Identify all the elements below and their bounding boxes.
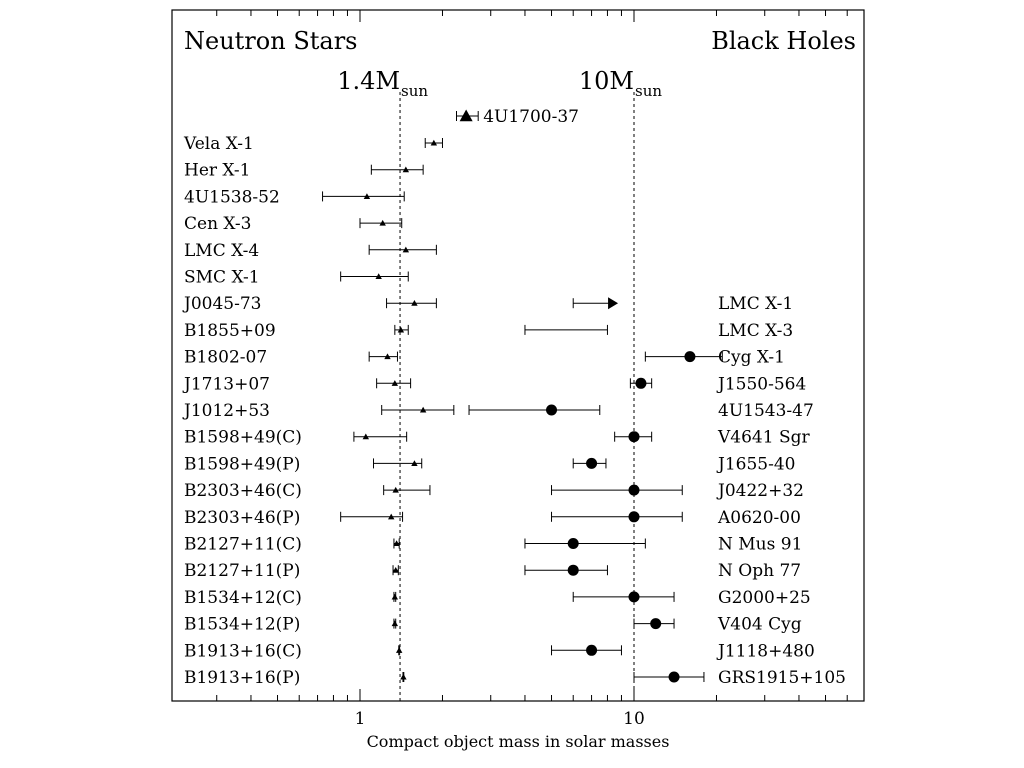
ns-16-label: B2127+11(P)	[184, 561, 300, 581]
bh-7-label: J0422+32	[716, 481, 804, 501]
bh-3-label: J1550-564	[716, 374, 806, 394]
bh-3-marker	[635, 377, 647, 389]
ns-8-label: B1802-07	[184, 348, 267, 368]
neutron-star-points: Vela X-1 Her X-1 4U1538-52 Cen X-3 LMC X-4 SM…	[182, 134, 455, 688]
x-axis-ticks: 1 10	[216, 10, 848, 729]
bh-0-label: LMC X-1	[718, 294, 793, 314]
bh-5-label: V4641 Sgr	[717, 428, 810, 448]
ns-13-label: B2303+46(C)	[184, 481, 302, 501]
ns-6-label: J0045-73	[182, 294, 261, 314]
ns-2-label: 4U1538-52	[184, 187, 280, 207]
ns-4-marker	[402, 246, 410, 253]
bh-6-marker	[586, 457, 598, 469]
ns-12-label: B1598+49(P)	[184, 454, 300, 474]
bh-1-label: LMC X-3	[718, 321, 793, 341]
bh-2-marker	[684, 351, 696, 363]
bh-12-marker	[650, 618, 662, 630]
ns-11-label: B1598+49(C)	[184, 428, 302, 448]
ns-19-label: B1913+16(C)	[184, 641, 302, 661]
ns-1-marker	[402, 166, 410, 173]
header-black-holes: Black Holes	[711, 27, 856, 55]
ns-0-marker	[430, 139, 438, 146]
bh-11-label: G2000+25	[718, 588, 811, 608]
ns-3-marker	[379, 219, 386, 226]
bh-8-marker	[628, 511, 640, 523]
black-hole-points: LMC X-1 LMC X-3 Cyg X-1 J1550-564 4U1543-47 V…	[468, 294, 846, 688]
bh-13-label: J1118+480	[716, 641, 815, 661]
ns-20-marker	[400, 673, 407, 680]
x-tick-label-0: 1	[355, 709, 366, 729]
reference-lines	[399, 92, 635, 701]
sp-0-label: 4U1700-37	[483, 107, 579, 127]
ns-12-marker	[411, 460, 418, 466]
ns-10-label: J1012+53	[182, 401, 270, 421]
bh-0-arrowhead	[608, 297, 619, 310]
ns-14-marker	[388, 513, 395, 520]
header-neutron-stars: Neutron Stars	[184, 27, 358, 55]
ns-15-marker	[393, 540, 400, 547]
ns-9-label: J1713+07	[182, 374, 270, 394]
ns-1-label: Her X-1	[184, 161, 250, 181]
ns-14-label: B2303+46(P)	[184, 508, 300, 528]
bh-8-label: A0620-00	[717, 508, 801, 528]
ns-7-marker	[397, 326, 405, 333]
bh-5-marker	[628, 431, 640, 443]
ns-11-marker	[362, 433, 370, 440]
ns-0-label: Vela X-1	[183, 134, 254, 154]
ns-17-label: B1534+12(C)	[184, 588, 302, 608]
bh-7-marker	[628, 484, 640, 496]
ns-5-marker	[375, 273, 382, 280]
sp-0-marker	[459, 109, 473, 122]
ref-line-label-10: 10M	[579, 67, 634, 95]
ns-3-label: Cen X-3	[184, 214, 251, 234]
ns-5-label: SMC X-1	[184, 268, 260, 288]
special-points: 4U1700-37	[455, 107, 579, 127]
ns-9-marker	[391, 380, 399, 386]
bh-9-marker	[567, 538, 579, 549]
x-tick-label-1: 10	[623, 709, 645, 729]
ns-19-marker	[395, 647, 403, 653]
bh-4-label: 4U1543-47	[718, 401, 814, 421]
bh-12-label: V404 Cyg	[717, 615, 802, 635]
ns-4-label: LMC X-4	[184, 241, 259, 261]
plot-frame	[171, 9, 865, 702]
ns-7-label: B1855+09	[184, 321, 276, 341]
ref-line-sub-1-4: sun	[401, 82, 428, 100]
ns-18-marker	[391, 620, 399, 627]
bh-6-label: J1655-40	[716, 454, 795, 474]
x-axis-label: Compact object mass in solar masses	[367, 732, 670, 751]
ref-line-sub-10: sun	[635, 82, 662, 100]
ns-6-marker	[411, 300, 418, 306]
ns-15-label: B2127+11(C)	[184, 535, 302, 555]
bh-11-marker	[628, 591, 640, 603]
ns-20-label: B1913+16(P)	[184, 668, 300, 688]
ns-8-marker	[384, 353, 391, 360]
bh-14-marker	[668, 671, 680, 683]
bh-4-marker	[546, 404, 558, 416]
ns-16-marker	[392, 567, 399, 573]
bh-2-label: Cyg X-1	[718, 348, 785, 368]
ns-18-label: B1534+12(P)	[184, 615, 300, 635]
ns-13-marker	[392, 486, 399, 493]
ns-10-marker	[419, 406, 427, 413]
bh-14-label: GRS1915+105	[718, 668, 846, 688]
bh-13-marker	[586, 644, 598, 656]
ns-17-marker	[391, 593, 399, 600]
bh-9-label: N Mus 91	[718, 535, 802, 555]
bh-10-label: N Oph 77	[718, 561, 801, 581]
ref-line-label-1-4: 1.4M	[337, 67, 400, 95]
ns-2-marker	[363, 193, 371, 199]
bh-10-marker	[567, 564, 579, 576]
